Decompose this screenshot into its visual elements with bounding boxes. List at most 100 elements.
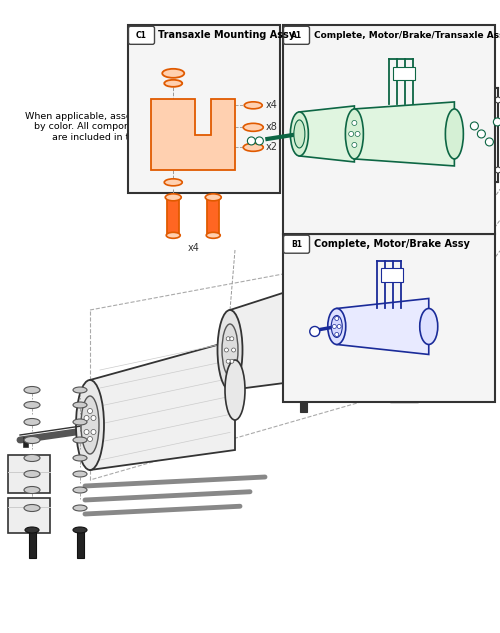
Circle shape xyxy=(224,348,228,352)
Text: Complete, Motor/Brake/Transaxle Assy: Complete, Motor/Brake/Transaxle Assy xyxy=(314,31,500,40)
Polygon shape xyxy=(300,106,354,162)
Circle shape xyxy=(335,316,339,320)
Circle shape xyxy=(352,142,357,147)
Polygon shape xyxy=(337,299,429,354)
Circle shape xyxy=(424,382,440,398)
Bar xyxy=(381,268,403,282)
Polygon shape xyxy=(230,260,385,390)
Ellipse shape xyxy=(290,112,308,156)
Text: x2: x2 xyxy=(265,142,277,153)
Circle shape xyxy=(84,415,89,420)
Text: x4: x4 xyxy=(265,100,277,110)
Ellipse shape xyxy=(346,109,364,159)
Ellipse shape xyxy=(73,505,87,511)
Ellipse shape xyxy=(162,69,184,78)
Circle shape xyxy=(232,348,235,352)
Circle shape xyxy=(91,415,96,420)
Circle shape xyxy=(226,360,230,363)
Text: x4: x4 xyxy=(188,243,199,253)
Ellipse shape xyxy=(24,470,40,477)
Ellipse shape xyxy=(73,471,87,477)
Ellipse shape xyxy=(372,275,398,355)
Polygon shape xyxy=(420,232,465,345)
Ellipse shape xyxy=(244,102,262,109)
Circle shape xyxy=(495,167,500,173)
Text: Complete, Motor/Brake Assy: Complete, Motor/Brake Assy xyxy=(314,239,470,249)
Circle shape xyxy=(230,337,234,341)
Circle shape xyxy=(337,325,341,329)
Bar xyxy=(28,530,35,558)
Ellipse shape xyxy=(374,260,396,330)
Ellipse shape xyxy=(165,194,181,201)
Ellipse shape xyxy=(24,418,40,425)
Bar xyxy=(8,455,50,493)
Circle shape xyxy=(230,360,234,363)
Ellipse shape xyxy=(73,402,87,408)
Ellipse shape xyxy=(24,505,40,511)
Ellipse shape xyxy=(76,380,104,470)
Ellipse shape xyxy=(24,454,40,461)
Text: When applicable, assemblies are grouped
   by color. All components with that co: When applicable, assemblies are grouped … xyxy=(25,112,224,142)
Ellipse shape xyxy=(24,437,40,444)
Ellipse shape xyxy=(73,527,87,533)
Circle shape xyxy=(88,437,92,441)
Ellipse shape xyxy=(294,120,305,148)
Circle shape xyxy=(352,120,357,125)
Circle shape xyxy=(256,137,264,145)
Circle shape xyxy=(248,137,256,145)
Ellipse shape xyxy=(243,123,263,131)
Circle shape xyxy=(91,430,96,434)
Circle shape xyxy=(356,394,364,402)
Circle shape xyxy=(494,118,500,126)
Text: A1: A1 xyxy=(291,31,302,40)
FancyBboxPatch shape xyxy=(128,27,154,44)
Ellipse shape xyxy=(24,401,40,408)
Ellipse shape xyxy=(73,387,87,393)
Text: C1: C1 xyxy=(136,31,147,40)
Ellipse shape xyxy=(243,143,263,151)
Text: x8: x8 xyxy=(265,122,277,132)
Circle shape xyxy=(335,332,339,337)
Ellipse shape xyxy=(222,324,238,376)
Ellipse shape xyxy=(73,455,87,461)
Polygon shape xyxy=(354,102,454,166)
Bar xyxy=(8,498,50,533)
Ellipse shape xyxy=(164,80,182,87)
FancyBboxPatch shape xyxy=(284,27,310,44)
Bar xyxy=(300,394,307,412)
Ellipse shape xyxy=(328,308,346,344)
Ellipse shape xyxy=(225,360,245,420)
Ellipse shape xyxy=(331,315,342,337)
Ellipse shape xyxy=(206,232,220,238)
Ellipse shape xyxy=(73,487,87,493)
Ellipse shape xyxy=(24,487,40,494)
Circle shape xyxy=(478,130,486,138)
Bar xyxy=(208,197,219,235)
Bar xyxy=(167,197,179,235)
Circle shape xyxy=(88,408,92,413)
Circle shape xyxy=(348,132,354,137)
Ellipse shape xyxy=(164,179,182,186)
Ellipse shape xyxy=(409,248,431,318)
Ellipse shape xyxy=(446,109,464,159)
Text: Transaxle Mounting Assy: Transaxle Mounting Assy xyxy=(158,30,296,41)
Circle shape xyxy=(445,377,455,387)
Bar xyxy=(282,25,495,234)
Circle shape xyxy=(226,337,230,341)
Ellipse shape xyxy=(73,437,87,443)
Circle shape xyxy=(332,325,336,329)
Bar xyxy=(383,195,408,209)
Circle shape xyxy=(381,385,395,399)
Ellipse shape xyxy=(166,232,180,238)
Circle shape xyxy=(365,373,375,383)
Bar xyxy=(390,380,418,402)
Bar xyxy=(282,234,495,402)
Ellipse shape xyxy=(420,308,438,344)
Ellipse shape xyxy=(24,387,40,394)
Circle shape xyxy=(486,138,494,146)
Bar xyxy=(23,437,28,447)
Ellipse shape xyxy=(81,396,99,454)
Ellipse shape xyxy=(206,194,221,201)
Circle shape xyxy=(310,327,320,337)
Ellipse shape xyxy=(73,419,87,425)
